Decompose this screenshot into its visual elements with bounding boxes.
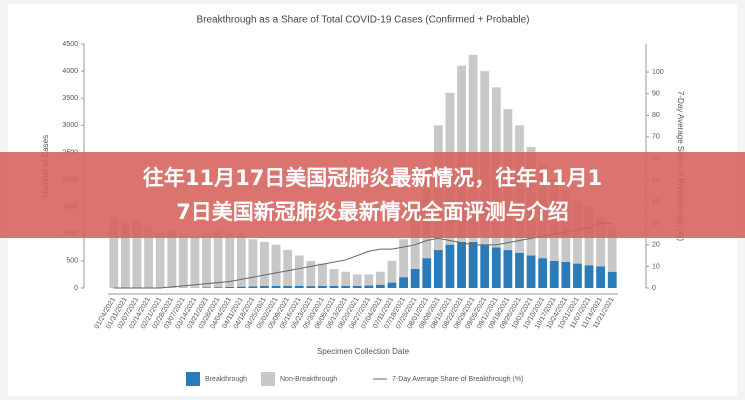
bar [607,228,617,272]
bar [468,241,478,288]
legend-label: Breakthrough [205,376,247,383]
bar [294,255,304,286]
bar [549,260,559,288]
bar [526,255,536,288]
bar [260,241,269,286]
bar [144,228,153,288]
legend-label: Non-Breakthrough [280,376,337,383]
bar [202,287,211,288]
bar [236,233,246,287]
y-tick-label: 0 [74,285,78,292]
bar [236,286,246,288]
bar [329,285,339,288]
bar [352,274,362,286]
bar [318,263,327,286]
legend-swatch [261,372,275,386]
bar [178,233,188,288]
bar [167,231,177,288]
chart-title: Breakthrough as a Share of Total COVID-1… [196,15,529,26]
y2-tick-label: 0 [652,285,656,292]
bar [375,284,385,288]
bar [387,282,397,288]
y2-tick-label: 70 [652,134,660,141]
y-tick-label: 500 [66,258,78,265]
bar [306,260,316,287]
y-tick-label: 4500 [62,41,78,48]
y-tick-label: 4000 [62,68,78,75]
bar [503,250,513,288]
bar [480,244,490,288]
bar [410,212,420,270]
bar [399,277,408,288]
bar [248,239,258,287]
bar [457,241,466,288]
legend-swatch [186,372,200,386]
y2-tick-label: 20 [652,242,660,249]
bar [410,269,420,288]
bar [213,231,223,288]
bar [596,266,606,288]
bar [248,286,258,288]
bar [515,252,524,288]
bar [120,222,130,288]
y-tick-label: 3000 [62,122,78,129]
y2-tick-label: 100 [652,69,664,76]
banner: 往年11月17日美国冠肺炎最新情况，往年11月1 7日美国新冠肺炎最新情况全面评… [0,152,745,238]
bar [225,286,235,288]
bar [352,285,362,288]
bar [271,285,281,288]
bar [318,285,327,288]
bar [202,233,211,288]
bar [538,258,548,288]
bar [341,271,351,286]
bar [341,285,351,288]
bar [132,220,142,288]
x-axis-title: Specimen Collection Date [317,347,410,356]
bar [573,263,582,288]
line [113,222,613,289]
bar [607,271,617,288]
bar [375,271,385,285]
banner-line: 往年11月17日美国冠肺炎最新情况，往年11月1 [142,166,603,190]
bar [260,285,269,288]
bar [561,261,571,288]
y2-tick-label: 80 [652,112,660,119]
bar [596,217,606,267]
bar [190,236,200,288]
bar [329,269,339,286]
bar [306,286,316,288]
y-tick-label: 3500 [62,95,78,102]
bar [584,265,594,288]
bar [294,285,304,288]
bar [271,244,281,286]
bar [283,285,293,288]
bar [445,244,455,288]
bar [225,233,235,287]
bar [387,260,397,283]
bar [468,54,478,242]
bar [491,247,501,288]
bar [155,233,165,288]
bar [422,258,432,288]
y2-tick-label: 90 [652,91,660,98]
bar [399,239,408,278]
legend-label: 7-Day Average Share of Breakthrough (%) [392,376,523,383]
banner-line: 7日美国新冠肺炎最新情况全面评测与介绍 [176,200,569,224]
bar [364,285,374,288]
bar [364,274,374,286]
bar [109,217,119,288]
bar [433,250,443,288]
bar [213,287,223,288]
bar [283,250,293,286]
y2-tick-label: 10 [652,263,660,270]
